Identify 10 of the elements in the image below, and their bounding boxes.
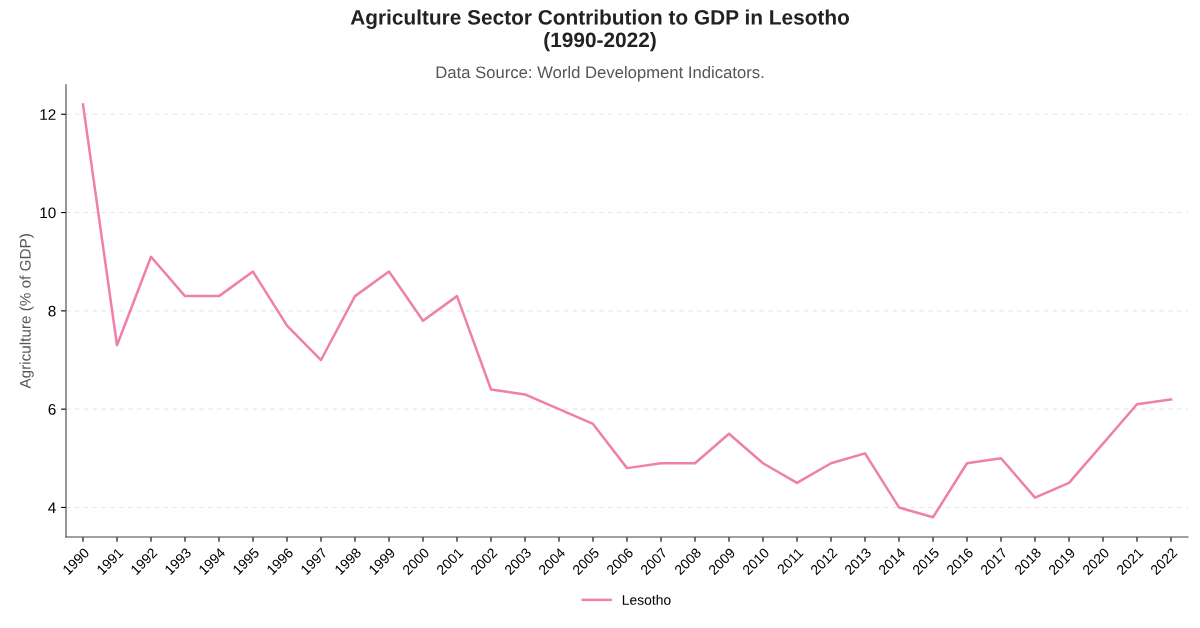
- y-tick-label: 8: [48, 305, 56, 317]
- y-axis-title: Agriculture (% of GDP): [19, 234, 34, 389]
- y-tick-label: 10: [40, 207, 56, 219]
- line-series: [81, 103, 1173, 519]
- chart-title: Agriculture Sector Contribution to GDP in Lesotho (1990-2022): [350, 9, 850, 52]
- chart-subtitle: Data Source: World Development Indicators.: [436, 65, 764, 82]
- legend-label: Lesotho: [622, 594, 671, 605]
- y-tick-label: 6: [48, 404, 56, 415]
- y-tick-label: 4: [48, 502, 56, 513]
- y-tick-label: 12: [40, 109, 56, 120]
